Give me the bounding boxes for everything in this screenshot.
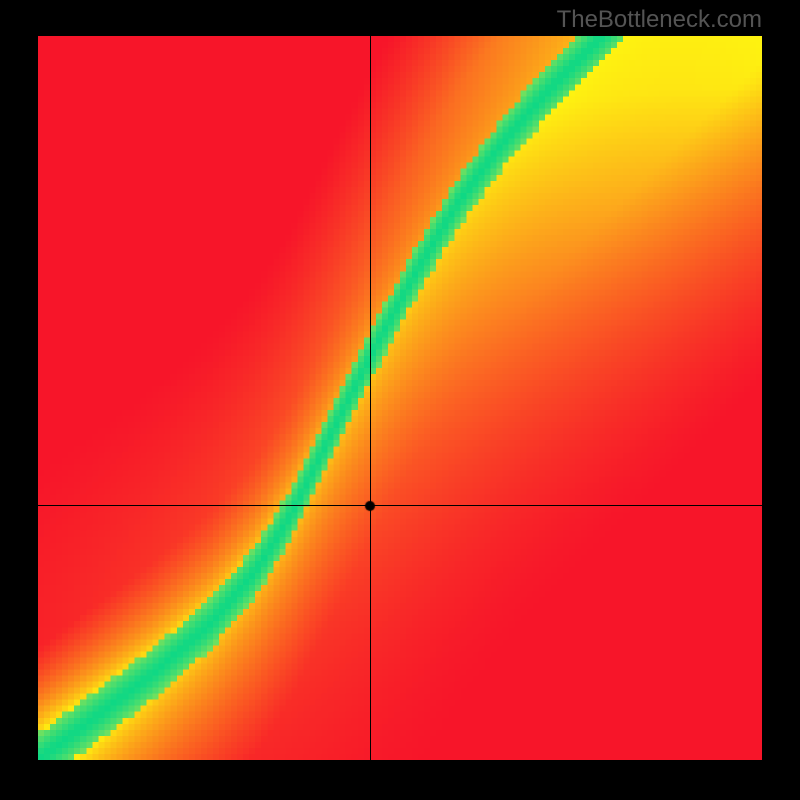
crosshair-horizontal-line bbox=[38, 505, 762, 506]
bottleneck-heatmap bbox=[38, 36, 762, 760]
watermark-text: TheBottleneck.com bbox=[557, 6, 762, 34]
crosshair-vertical-line bbox=[370, 36, 371, 760]
crosshair-dot bbox=[364, 500, 376, 512]
